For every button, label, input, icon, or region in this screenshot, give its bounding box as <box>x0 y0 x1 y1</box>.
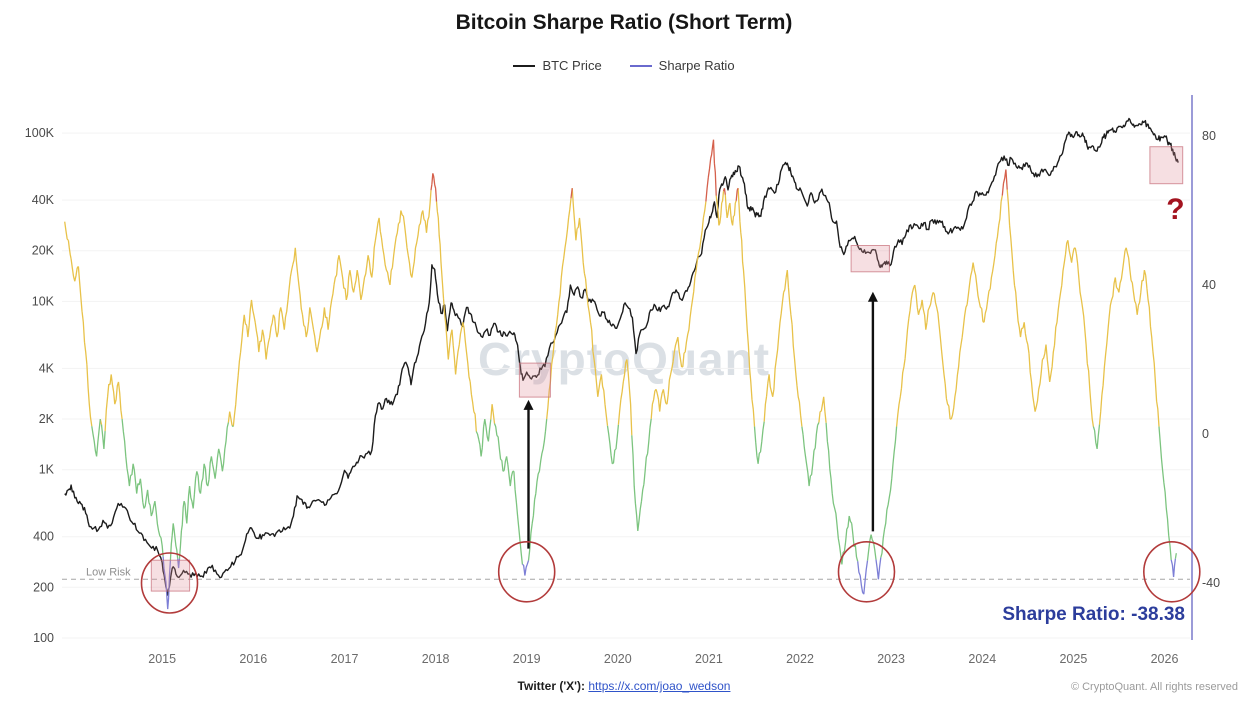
sharpe-ratio-line-segment <box>91 418 1177 565</box>
legend: BTC Price Sharpe Ratio <box>0 58 1248 73</box>
cryptoquant-watermark: CryptoQuant <box>477 333 771 385</box>
accumulation-zone-box <box>518 362 551 398</box>
year-axis-tick: 2018 <box>422 652 450 666</box>
accumulation-zone-box <box>1149 146 1184 185</box>
accumulation-zone-box <box>150 559 191 592</box>
legend-item-sharpe-ratio: Sharpe Ratio <box>629 58 735 73</box>
sharpe-ratio-line-segment <box>162 556 1177 610</box>
twitter-label: Twitter ('X'): <box>517 679 586 693</box>
year-axis-tick: 2024 <box>968 652 996 666</box>
price-axis-tick: 2K <box>39 412 55 426</box>
sharpe-axis-tick: 80 <box>1202 129 1216 143</box>
twitter-link[interactable]: https://x.com/joao_wedson <box>588 679 731 693</box>
year-axis-tick: 2021 <box>695 652 723 666</box>
up-arrow-head <box>523 399 534 410</box>
legend-label-btc-price: BTC Price <box>542 58 602 73</box>
year-axis-tick: 2023 <box>877 652 905 666</box>
sharpe-ratio-line-segment <box>430 139 1008 202</box>
year-axis-tick: 2016 <box>239 652 267 666</box>
price-axis-tick: 400 <box>33 530 54 544</box>
btc-price-line <box>64 117 1179 596</box>
price-axis-tick: 40K <box>32 193 55 207</box>
price-axis-tick: 4K <box>39 361 55 375</box>
price-axis-tick: 20K <box>32 244 55 258</box>
year-axis-tick: 2022 <box>786 652 814 666</box>
year-axis-tick: 2025 <box>1059 652 1087 666</box>
btc-line-swatch <box>513 64 536 67</box>
year-axis-tick: 2020 <box>604 652 632 666</box>
sharpe-ratio-line-segment <box>64 188 1160 436</box>
up-arrow-head <box>867 291 878 302</box>
price-axis-tick: 1K <box>39 463 55 477</box>
sharpe-ratio-readout: Sharpe Ratio: -38.38 <box>1002 604 1185 625</box>
sharpe-axis-tick: 0 <box>1202 427 1209 441</box>
low-risk-label: Low Risk <box>86 566 131 578</box>
low-point-circle <box>140 552 199 614</box>
question-mark-annotation: ? <box>1166 193 1184 226</box>
legend-label-sharpe-ratio: Sharpe Ratio <box>658 58 735 73</box>
low-point-circle <box>1143 540 1201 603</box>
year-axis-tick: 2015 <box>148 652 176 666</box>
sharpe-line-swatch <box>629 64 652 67</box>
sharpe-axis-tick: -40 <box>1202 576 1220 590</box>
year-axis-tick: 2017 <box>331 652 359 666</box>
low-point-circle <box>837 540 896 603</box>
low-point-circle <box>497 540 556 603</box>
price-axis-tick: 100K <box>25 126 55 140</box>
legend-item-btc-price: BTC Price <box>513 58 602 73</box>
price-axis-tick: 200 <box>33 580 54 594</box>
year-axis-tick: 2019 <box>513 652 541 666</box>
copyright-notice: © CryptoQuant. All rights reserved <box>1070 681 1238 693</box>
chart-title: Bitcoin Sharpe Ratio (Short Term) <box>455 11 793 34</box>
footer: Twitter ('X'): https://x.com/joao_wedson <box>0 679 1248 693</box>
year-axis-tick: 2026 <box>1151 652 1179 666</box>
price-axis-tick: 10K <box>32 294 55 308</box>
accumulation-zone-box <box>850 245 890 273</box>
sharpe-axis-tick: 40 <box>1202 278 1216 292</box>
price-axis-tick: 100 <box>33 631 54 645</box>
